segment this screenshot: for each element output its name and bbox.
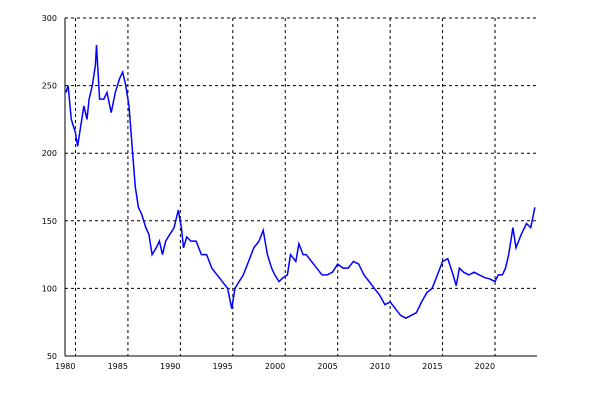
x-tick-label: 1995 xyxy=(212,362,232,371)
y-tick-label: 250 xyxy=(42,82,57,91)
y-tick-label: 50 xyxy=(47,352,57,361)
y-tick-label: 200 xyxy=(42,149,57,158)
x-tick-label: 1980 xyxy=(55,362,75,371)
x-tick-label: 1990 xyxy=(160,362,180,371)
y-tick-label: 100 xyxy=(42,284,57,293)
x-tick-label: 2000 xyxy=(265,362,285,371)
x-tick-label: 2015 xyxy=(422,362,442,371)
x-tick-label: 2020 xyxy=(475,362,495,371)
x-tick-label: 2005 xyxy=(317,362,337,371)
y-tick-label: 300 xyxy=(42,14,57,23)
x-tick-label: 1985 xyxy=(108,362,128,371)
x-tick-label: 2010 xyxy=(370,362,390,371)
data-line xyxy=(65,44,536,319)
y-tick-label: 150 xyxy=(42,217,57,226)
